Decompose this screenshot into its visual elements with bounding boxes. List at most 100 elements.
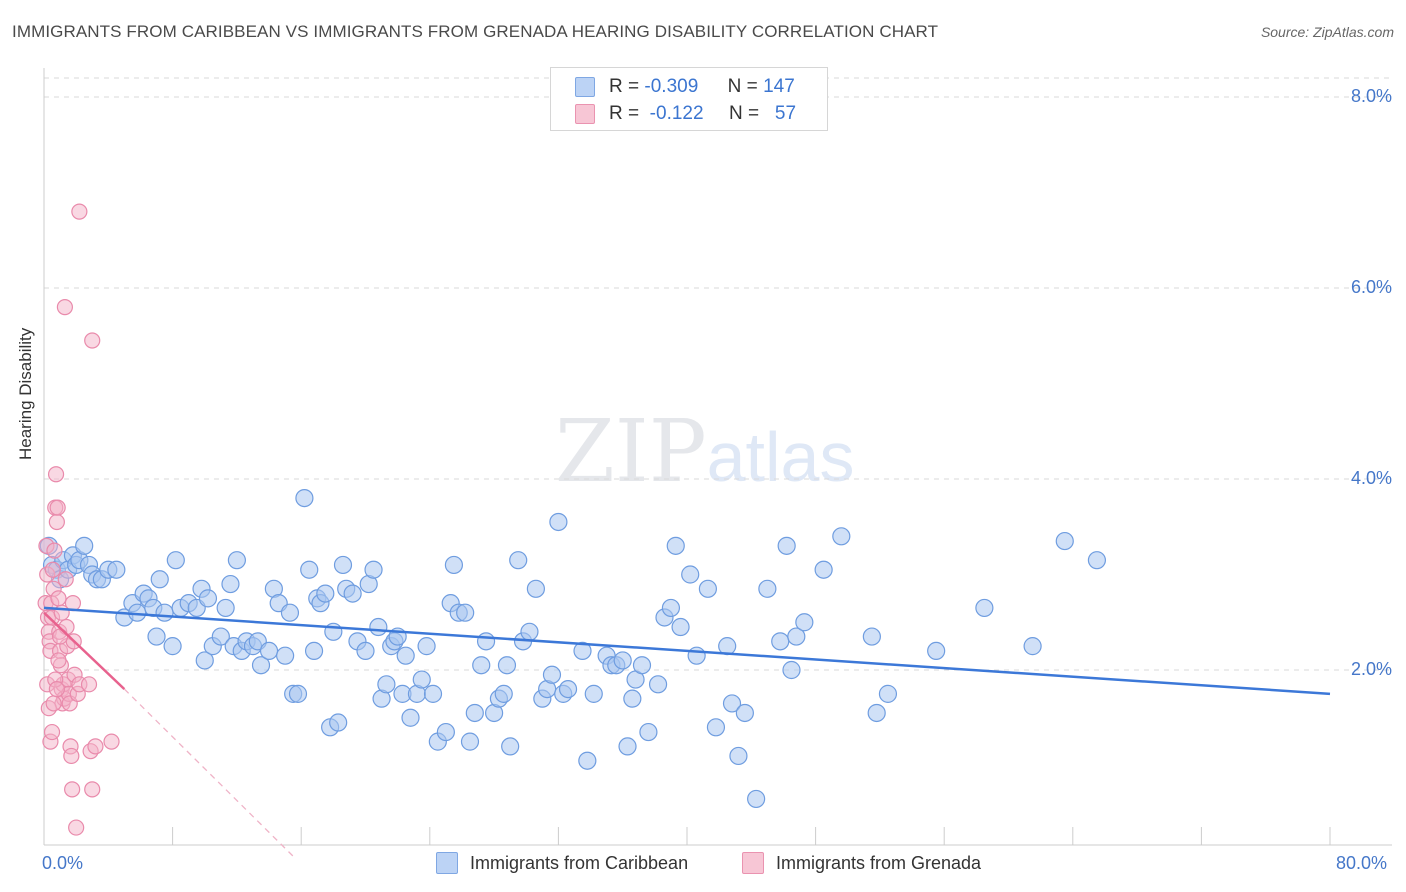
caribbean-point [671,617,690,637]
legend-r-label: R = [609,76,640,97]
caribbean-point [927,641,946,661]
y-tick-label-8: 8.0% [1350,86,1392,106]
caribbean-point [520,622,539,641]
x-tick-label-max: 80.0% [1336,853,1388,873]
caribbean-point [687,646,706,665]
grenada-point [43,723,61,741]
caribbean-point [251,656,271,675]
grenada-point [84,332,101,349]
caribbean-point [401,708,420,727]
caribbean-point [364,560,383,579]
caribbean-point [832,527,851,546]
caribbean-point [417,637,436,656]
legend-r-value: -0.309 [644,76,699,97]
caribbean-point [814,560,833,579]
caribbean-point [735,703,754,723]
grenada-point [44,561,61,578]
caribbean-point [666,536,685,555]
y-tick-label-6: 6.0% [1350,277,1392,297]
caribbean-point [423,684,443,703]
caribbean-point [150,570,169,589]
caribbean-point [396,646,415,665]
caribbean-point [1055,531,1074,551]
caribbean-point [259,641,279,661]
grenada-point [103,733,120,750]
caribbean-point [497,656,517,675]
caribbean-point [501,737,520,756]
caribbean-point [476,632,496,651]
caribbean-point [412,670,431,689]
caribbean-point [304,641,324,661]
caribbean-point [573,641,592,661]
grenada-point [84,781,101,798]
caribbean-point [661,598,681,618]
chart-title: IMMIGRANTS FROM CARIBBEAN VS IMMIGRANTS … [12,22,939,41]
caribbean-point [867,703,886,723]
caribbean-point [1023,637,1042,656]
caribbean-point [155,603,174,622]
y-tick-label-4: 4.0% [1350,468,1392,488]
bottom-legend-grenada: Immigrants from Grenada [742,852,981,874]
y-axis-label: Hearing Disability [16,327,35,460]
caribbean-point [549,512,568,532]
caribbean-point [584,684,603,703]
caribbean-point [227,551,246,570]
grenada-point [49,499,66,516]
caribbean-point [1087,551,1107,570]
caribbean-point [526,579,545,598]
caribbean-point [758,579,777,598]
grenada-point [68,819,85,836]
legend-row-grenada: R = -0.122 N = 57 [575,102,796,126]
caribbean-point [356,641,375,661]
caribbean-point [198,589,218,608]
caribbean-point [558,679,578,699]
caribbean-point [782,660,801,680]
caribbean-point [75,536,94,555]
caribbean-point [771,632,790,651]
caribbean-point [472,656,491,675]
caribbean-point [698,579,717,598]
caribbean-point [288,684,308,703]
grenada-point [63,747,80,765]
legend-n-label: N = [728,103,760,124]
legend-swatch-grenada [575,104,595,124]
caribbean-point [465,703,484,723]
caribbean-point [211,627,230,646]
grenada-trend-extension [123,688,294,857]
grenada-point [71,203,88,220]
caribbean-point [639,722,658,742]
caribbean-point [163,637,182,656]
grenada-point [45,695,62,712]
caribbean-point [632,656,652,675]
watermark: ZIPatlas [555,402,854,502]
caribbean-point [542,665,562,684]
legend-r-value: -0.122 [649,103,704,124]
caribbean-trend-line [43,606,1331,696]
caribbean-point [195,651,214,670]
caribbean-point [316,584,335,603]
grenada-point [48,680,65,698]
caribbean-point [377,675,396,694]
caribbean-point [444,555,464,575]
legend-row-caribbean: R = -0.309 N = 147 [575,75,795,99]
caribbean-point [618,737,637,756]
caribbean-point [280,603,300,622]
caribbean-point [777,536,796,555]
caribbean-point [623,689,642,708]
grenada-point [64,781,81,798]
caribbean-point [166,551,185,570]
grenada-point [56,299,73,316]
bottom-legend-swatch-grenada [742,852,764,874]
caribbean-point [221,574,240,594]
legend-r-label: R = [609,103,640,124]
y-tick-label-2: 2.0% [1350,659,1392,679]
bottom-legend-label-grenada: Immigrants from Grenada [776,852,982,873]
caribbean-point [216,598,235,618]
caribbean-point [494,684,513,703]
caribbean-point [107,560,126,579]
watermark-zip: ZIP [555,402,707,502]
grenada-point [50,652,67,669]
caribbean-point [295,489,314,508]
watermark-atlas: atlas [706,418,855,496]
